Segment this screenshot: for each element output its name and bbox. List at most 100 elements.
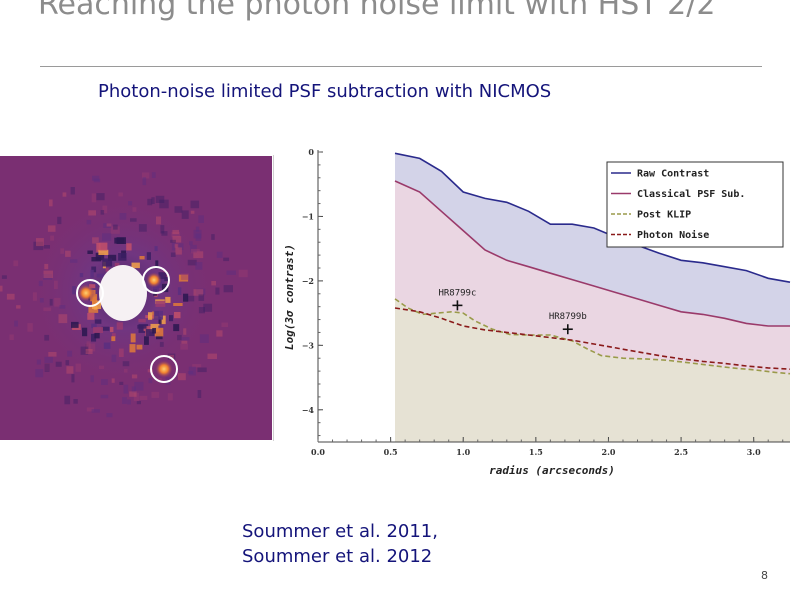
- speckle: [96, 193, 105, 201]
- citation: Soummer et al. 2011, Soummer et al. 2012: [242, 519, 438, 569]
- speckle: [129, 391, 137, 397]
- speckle: [198, 307, 205, 314]
- speckle: [64, 395, 71, 405]
- speckle: [91, 193, 97, 203]
- speckle: [156, 216, 162, 225]
- speckle: [91, 333, 97, 342]
- speckle: [177, 287, 182, 295]
- speckle: [91, 323, 97, 329]
- speckle: [187, 371, 194, 375]
- series-fill-1: [395, 181, 790, 374]
- speckle: [197, 367, 207, 373]
- speckle: [35, 369, 44, 378]
- speckle: [48, 352, 57, 357]
- speckle: [138, 224, 147, 232]
- speckle: [0, 285, 3, 292]
- speckle: [86, 341, 91, 350]
- speckle: [148, 312, 153, 320]
- speckle: [159, 341, 164, 347]
- speckle: [238, 269, 248, 278]
- planet-circle-d: [142, 266, 170, 294]
- speckle: [1, 275, 7, 279]
- speckle: [101, 326, 110, 331]
- planet-label: HR8799b: [549, 312, 587, 322]
- speckle: [94, 319, 102, 324]
- speckle: [171, 242, 176, 251]
- speckle: [164, 277, 170, 282]
- speckle: [85, 343, 89, 353]
- speckle: [146, 252, 151, 260]
- speckle: [87, 312, 95, 320]
- speckle: [221, 322, 228, 327]
- speckle: [39, 298, 44, 303]
- speckle: [96, 273, 104, 278]
- speckle: [62, 192, 67, 197]
- speckle: [49, 199, 53, 207]
- x-tick-label: 1.0: [456, 447, 470, 457]
- speckle: [43, 245, 50, 249]
- speckle: [38, 280, 43, 287]
- speckle: [36, 238, 44, 247]
- speckle: [91, 266, 97, 273]
- speckle: [9, 334, 14, 340]
- speckle: [138, 318, 146, 323]
- x-tick-label: 1.5: [529, 447, 543, 457]
- speckle: [142, 177, 147, 186]
- speckle: [93, 327, 103, 333]
- speckle: [211, 234, 215, 240]
- speckle: [216, 330, 223, 337]
- speckle: [207, 353, 217, 359]
- speckle: [142, 172, 150, 179]
- speckle: [82, 327, 88, 337]
- speckle: [88, 306, 99, 313]
- speckle: [216, 251, 223, 258]
- speckle: [123, 384, 129, 394]
- speckle: [193, 229, 202, 239]
- speckle: [127, 399, 131, 405]
- speckle: [122, 361, 130, 367]
- speckle: [114, 262, 120, 267]
- speckle: [27, 323, 33, 332]
- speckle: [6, 293, 15, 300]
- speckle: [55, 361, 62, 367]
- legend-entry: Raw Contrast: [637, 169, 709, 180]
- speckle: [133, 392, 139, 402]
- speckle: [187, 259, 197, 266]
- speckle: [156, 334, 163, 340]
- speckle: [58, 314, 68, 324]
- speckle: [94, 332, 100, 339]
- speckle: [150, 323, 160, 332]
- speckle: [102, 205, 108, 214]
- speckle: [111, 354, 117, 363]
- speckle: [147, 198, 153, 206]
- speckle: [70, 187, 75, 195]
- speckle: [16, 305, 21, 309]
- speckle: [49, 298, 53, 306]
- speckle: [152, 328, 156, 334]
- speckle: [100, 210, 105, 215]
- series-fill-2: [395, 298, 790, 442]
- speckle: [102, 233, 112, 241]
- speckle: [203, 303, 213, 312]
- speckle: [128, 201, 133, 206]
- series-line-3: [394, 307, 791, 370]
- x-tick-label: 3.0: [747, 447, 761, 457]
- citation-line-2: Soummer et al. 2012: [242, 546, 433, 567]
- speckle: [144, 336, 149, 345]
- x-axis-label: radius (arcseconds): [489, 464, 615, 477]
- speckle: [195, 233, 202, 241]
- speckle: [183, 293, 189, 302]
- speckle: [190, 244, 197, 253]
- speckle: [44, 263, 49, 270]
- planet-blob-c: [77, 284, 95, 302]
- page-number: 8: [761, 569, 768, 582]
- speckle: [143, 326, 151, 332]
- series-fill-0: [395, 153, 790, 326]
- speckle: [119, 381, 124, 385]
- speckle: [173, 324, 180, 332]
- speckle: [195, 226, 200, 232]
- speckle: [111, 333, 116, 338]
- speckle: [183, 328, 187, 335]
- speckle: [136, 401, 141, 405]
- speckle: [43, 307, 52, 312]
